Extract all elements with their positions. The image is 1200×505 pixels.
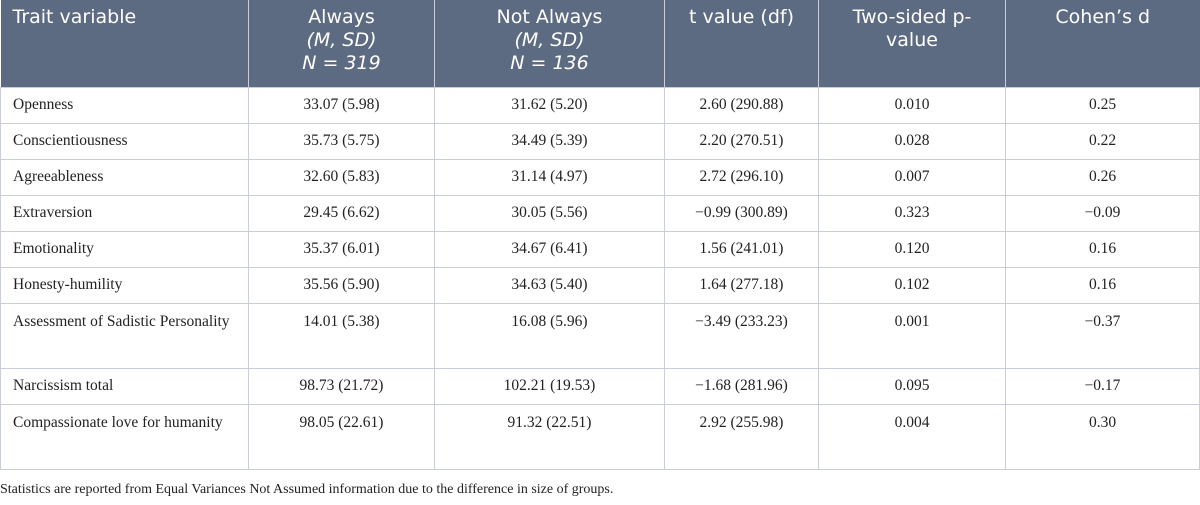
header-always: Always (M, SD) N = 319 (248, 0, 435, 87)
t-value-cell: 2.72 (296.10) (664, 158, 819, 196)
not-always-cell: 34.49 (5.39) (434, 122, 665, 160)
table-row: Emotionality 35.37 (6.01) 34.67 (6.41) 1… (0, 230, 1200, 268)
p-value-cell: 0.004 (818, 403, 1006, 470)
results-table: Trait variable Always (M, SD) N = 319 No… (0, 0, 1200, 470)
cohens-d-cell: −0.17 (1005, 367, 1200, 405)
not-always-cell: 30.05 (5.56) (434, 194, 665, 232)
t-value-cell: −0.99 (300.89) (664, 194, 819, 232)
header-row: Trait variable Always (M, SD) N = 319 No… (0, 0, 1200, 87)
trait-cell: Assessment of Sadistic Personality (0, 302, 249, 369)
header-p-value: Two-sided p- value (818, 0, 1006, 87)
always-cell: 35.37 (6.01) (248, 230, 435, 268)
table-row: Conscientiousness 35.73 (5.75) 34.49 (5.… (0, 122, 1200, 160)
not-always-cell: 102.21 (19.53) (434, 367, 665, 405)
p-value-cell: 0.001 (818, 302, 1006, 369)
always-cell: 33.07 (5.98) (248, 86, 435, 124)
not-always-cell: 34.63 (5.40) (434, 266, 665, 304)
t-value-cell: 1.56 (241.01) (664, 230, 819, 268)
header-not-always: Not Always (M, SD) N = 136 (434, 0, 665, 87)
t-value-cell: 2.20 (270.51) (664, 122, 819, 160)
cohens-d-cell: 0.30 (1005, 403, 1200, 470)
header-cohens-d: Cohen’s d (1005, 0, 1200, 87)
cohens-d-cell: −0.09 (1005, 194, 1200, 232)
trait-cell: Emotionality (0, 230, 249, 268)
table-row: Narcissism total 98.73 (21.72) 102.21 (1… (0, 367, 1200, 405)
always-cell: 29.45 (6.62) (248, 194, 435, 232)
t-value-cell: −3.49 (233.23) (664, 302, 819, 369)
table-row: Compassionate love for humanity 98.05 (2… (0, 403, 1200, 470)
trait-cell: Conscientiousness (0, 122, 249, 160)
t-value-cell: 2.60 (290.88) (664, 86, 819, 124)
not-always-cell: 31.62 (5.20) (434, 86, 665, 124)
p-value-cell: 0.120 (818, 230, 1006, 268)
trait-cell: Agreeableness (0, 158, 249, 196)
always-cell: 98.73 (21.72) (248, 367, 435, 405)
cohens-d-cell: 0.16 (1005, 230, 1200, 268)
not-always-cell: 31.14 (4.97) (434, 158, 665, 196)
always-cell: 14.01 (5.38) (248, 302, 435, 369)
p-value-cell: 0.007 (818, 158, 1006, 196)
table-row: Openness 33.07 (5.98) 31.62 (5.20) 2.60 … (0, 86, 1200, 124)
table-row: Honesty-humility 35.56 (5.90) 34.63 (5.4… (0, 266, 1200, 304)
cohens-d-cell: −0.37 (1005, 302, 1200, 369)
table-row: Assessment of Sadistic Personality 14.01… (0, 302, 1200, 369)
header-trait: Trait variable (0, 0, 249, 87)
t-value-cell: 2.92 (255.98) (664, 403, 819, 470)
cohens-d-cell: 0.26 (1005, 158, 1200, 196)
p-value-cell: 0.028 (818, 122, 1006, 160)
always-cell: 32.60 (5.83) (248, 158, 435, 196)
not-always-cell: 34.67 (6.41) (434, 230, 665, 268)
trait-cell: Compassionate love for humanity (0, 403, 249, 470)
header-t-value: t value (df) (664, 0, 819, 87)
trait-cell: Narcissism total (0, 367, 249, 405)
t-value-cell: −1.68 (281.96) (664, 367, 819, 405)
always-cell: 35.73 (5.75) (248, 122, 435, 160)
t-value-cell: 1.64 (277.18) (664, 266, 819, 304)
table-footnote: Statistics are reported from Equal Varia… (0, 482, 614, 497)
cohens-d-cell: 0.25 (1005, 86, 1200, 124)
cohens-d-cell: 0.16 (1005, 266, 1200, 304)
cohens-d-cell: 0.22 (1005, 122, 1200, 160)
p-value-cell: 0.323 (818, 194, 1006, 232)
trait-cell: Honesty-humility (0, 266, 249, 304)
trait-cell: Extraversion (0, 194, 249, 232)
not-always-cell: 91.32 (22.51) (434, 403, 665, 470)
always-cell: 35.56 (5.90) (248, 266, 435, 304)
p-value-cell: 0.010 (818, 86, 1006, 124)
p-value-cell: 0.095 (818, 367, 1006, 405)
p-value-cell: 0.102 (818, 266, 1006, 304)
always-cell: 98.05 (22.61) (248, 403, 435, 470)
table-row: Extraversion 29.45 (6.62) 30.05 (5.56) −… (0, 194, 1200, 232)
not-always-cell: 16.08 (5.96) (434, 302, 665, 369)
trait-cell: Openness (0, 86, 249, 124)
table-row: Agreeableness 32.60 (5.83) 31.14 (4.97) … (0, 158, 1200, 196)
